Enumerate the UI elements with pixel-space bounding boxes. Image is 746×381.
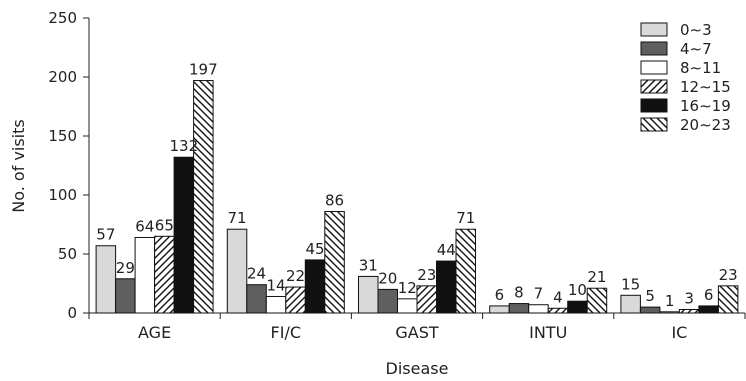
x-category-label: IC [671, 323, 687, 342]
data-label: 29 [116, 259, 135, 277]
data-label: 6 [704, 286, 714, 304]
data-label: 197 [189, 61, 218, 79]
bar [95, 245, 117, 314]
bar [698, 305, 719, 314]
bar [547, 307, 569, 314]
data-label: 31 [359, 256, 378, 274]
data-label: 23 [719, 266, 738, 284]
bar [586, 287, 608, 314]
legend-label: 8∼11 [680, 59, 721, 77]
data-label: 64 [135, 217, 154, 235]
data-label: 5 [645, 287, 655, 305]
x-ticks: AGE FI/C GAST INTU IC [88, 313, 746, 342]
data-label: 21 [587, 268, 606, 286]
legend-swatch [640, 22, 668, 37]
legend-label: 4∼7 [680, 40, 712, 58]
data-label: 132 [170, 137, 199, 155]
data-label: 3 [684, 289, 694, 307]
data-label: 57 [96, 226, 115, 244]
bar [397, 298, 418, 314]
data-label: 45 [306, 240, 325, 258]
data-label: 44 [437, 241, 456, 259]
data-label: 71 [456, 209, 475, 227]
bar [528, 304, 549, 314]
y-tick-label: 50 [58, 245, 77, 263]
data-label: 14 [267, 276, 286, 294]
data-label: 20 [378, 269, 397, 287]
y-tick-label: 150 [48, 127, 77, 145]
x-category-label: FI/C [271, 323, 301, 342]
x-category-label: GAST [395, 323, 439, 342]
bar [265, 295, 287, 314]
legend-swatch [640, 60, 668, 75]
x-category-label: AGE [138, 323, 171, 342]
bar [154, 235, 175, 314]
legend-swatch [640, 98, 668, 113]
data-label: 24 [247, 265, 266, 283]
legend-label: 20∼23 [680, 116, 731, 134]
y-ticks: 0 50 100 150 200 250 [48, 9, 89, 322]
bar [115, 278, 136, 314]
bar [678, 308, 700, 314]
data-label: 86 [325, 192, 344, 210]
x-axis-title: Disease [386, 359, 449, 378]
bar [508, 303, 530, 314]
data-label: 1 [665, 292, 675, 310]
bar [226, 228, 248, 314]
bar [173, 156, 195, 314]
legend-swatch [640, 41, 668, 56]
y-tick-label: 0 [67, 304, 77, 322]
data-label: 65 [155, 216, 174, 234]
data-label: 71 [228, 209, 247, 227]
bar [324, 211, 345, 314]
bar [717, 285, 739, 314]
bar [620, 294, 641, 314]
data-label: 15 [621, 275, 640, 293]
bar [193, 80, 214, 314]
data-label: 7 [534, 285, 544, 303]
data-label: 22 [286, 267, 305, 285]
bar [489, 305, 510, 314]
y-axis-title: No. of visits [9, 119, 28, 212]
bar [377, 288, 398, 314]
y-tick-label: 200 [48, 68, 77, 86]
bar [436, 260, 457, 314]
legend-swatch [640, 117, 668, 132]
bar [246, 284, 267, 314]
bar [304, 259, 326, 314]
bar [416, 285, 437, 314]
data-label: 10 [568, 281, 587, 299]
bar [285, 286, 306, 314]
data-label: 4 [553, 288, 563, 306]
x-category-label: INTU [529, 323, 567, 342]
bar [134, 236, 156, 314]
y-tick-label: 250 [48, 9, 77, 27]
bar [358, 275, 379, 314]
legend-swatch [640, 79, 668, 94]
y-tick-label: 100 [48, 186, 77, 204]
bar [639, 306, 661, 314]
bars [95, 80, 739, 314]
bar [455, 228, 476, 314]
bar [659, 311, 680, 314]
data-label: 8 [514, 284, 524, 302]
data-label: 6 [495, 286, 505, 304]
data-label: 12 [398, 279, 417, 297]
legend-label: 12∼15 [680, 78, 731, 96]
data-label: 23 [417, 266, 436, 284]
legend-label: 0∼3 [680, 21, 712, 39]
bar [567, 300, 588, 314]
legend-label: 16∼19 [680, 97, 731, 115]
